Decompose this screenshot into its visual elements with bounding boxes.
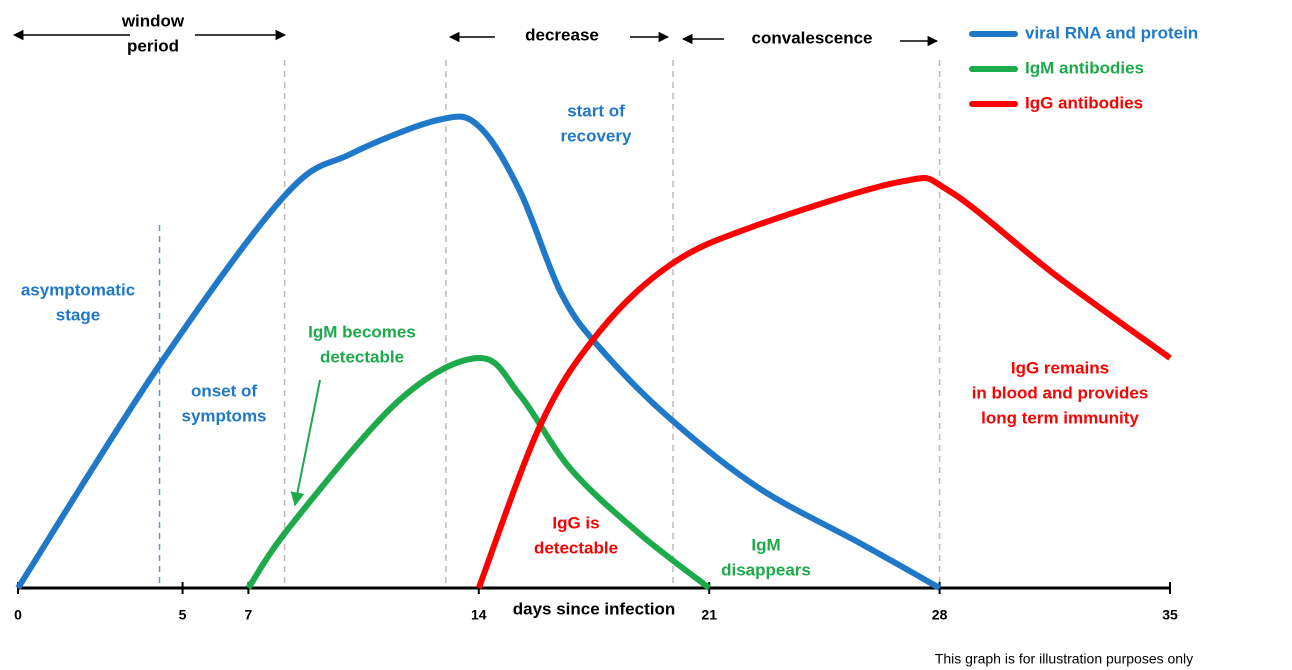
- x-tick-label: 5: [179, 607, 187, 623]
- x-tick-label: 28: [932, 607, 948, 623]
- phase-arrows: [12, 29, 939, 47]
- annotation: IgG is: [552, 513, 599, 532]
- annotation: period: [127, 36, 179, 55]
- series-line: [15, 113, 942, 591]
- annotation: window: [121, 11, 185, 30]
- annotation: recovery: [561, 126, 632, 145]
- annotation: asymptomatic: [21, 280, 135, 299]
- annotation: long term immunity: [981, 408, 1139, 427]
- annotation: IgM: [751, 535, 780, 554]
- x-tick-label: 7: [245, 607, 253, 623]
- annotation: IgM becomes: [308, 322, 416, 341]
- x-tick-label: 21: [701, 607, 717, 623]
- x-tick-label: 0: [14, 607, 22, 623]
- legend-label: IgM antibodies: [1025, 58, 1144, 77]
- x-tick-label: 14: [471, 607, 487, 623]
- annotation: onset of: [191, 381, 257, 400]
- pointer-arrow: [290, 379, 321, 507]
- annotation: disappears: [721, 560, 811, 579]
- annotation: in blood and provides: [972, 383, 1149, 402]
- x-axis-label: days since infection: [513, 599, 676, 618]
- annotation: symptoms: [181, 406, 266, 425]
- legend-label: IgG antibodies: [1025, 93, 1143, 112]
- annotation: start of: [567, 101, 625, 120]
- annotation: stage: [56, 305, 100, 324]
- annotation: convalescence: [752, 28, 873, 47]
- x-tick-label: 35: [1162, 607, 1178, 623]
- legend-label: viral RNA and protein: [1025, 23, 1198, 42]
- annotation: detectable: [320, 347, 404, 366]
- annotation: IgG remains: [1011, 358, 1109, 377]
- series-line: [245, 355, 712, 591]
- series-line: [475, 175, 1172, 590]
- annotation: decrease: [525, 25, 599, 44]
- footnote: This graph is for illustration purposes …: [935, 651, 1193, 667]
- annotation: detectable: [534, 538, 618, 557]
